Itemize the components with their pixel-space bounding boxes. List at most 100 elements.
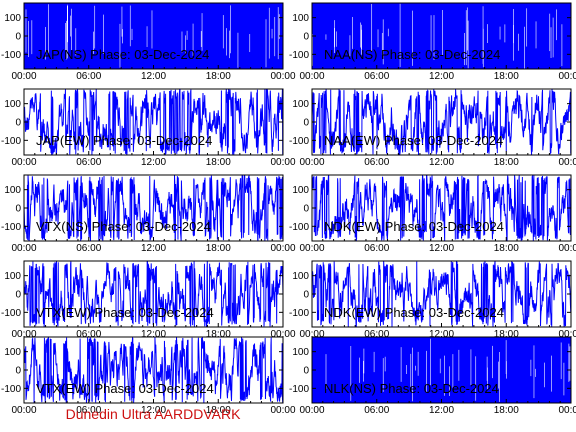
y-tick-label: 100	[292, 13, 309, 24]
x-tick-label: 18:00	[206, 405, 231, 416]
y-tick-label: -100	[1, 308, 21, 319]
y-tick-label: -100	[289, 50, 309, 61]
panel-title: JAP(EW) Phase: 03-Dec-2024	[36, 133, 212, 148]
x-tick-label: 00:00	[558, 329, 576, 340]
y-tick-label: -100	[1, 136, 21, 147]
x-tick-label: 12:00	[429, 157, 454, 168]
y-tick-label: -100	[289, 136, 309, 147]
x-tick-label: 18:00	[494, 157, 519, 168]
x-tick-label: 06:00	[76, 329, 101, 340]
y-tick-label: 0	[303, 204, 309, 215]
phase-signal-fill	[312, 337, 571, 403]
x-tick-label: 12:00	[429, 71, 454, 82]
panel-title: NAA(EW) Phase: 03-Dec-2024	[324, 133, 503, 148]
x-tick-label: 18:00	[206, 329, 231, 340]
y-tick-label: 0	[15, 366, 21, 377]
y-tick-label: -100	[1, 384, 21, 395]
y-tick-label: 100	[4, 271, 21, 282]
x-tick-label: 18:00	[206, 157, 231, 168]
x-tick-label: 00:00	[11, 71, 36, 82]
footer-caption: Dunedin Ultra AARDDVARK	[66, 406, 241, 422]
x-tick-label: 00:00	[11, 243, 36, 254]
y-tick-label: -100	[1, 50, 21, 61]
x-tick-label: 18:00	[206, 243, 231, 254]
panel-title: JAP(NS) Phase: 03-Dec-2024	[36, 47, 209, 62]
x-tick-label: 12:00	[141, 243, 166, 254]
y-tick-label: 100	[292, 99, 309, 110]
x-tick-label: 00:00	[11, 405, 36, 416]
x-tick-label: 06:00	[76, 243, 101, 254]
x-tick-label: 00:00	[558, 71, 576, 82]
y-tick-label: 0	[15, 290, 21, 301]
x-tick-label: 06:00	[364, 405, 389, 416]
panel-title: VTX(EW) Phase: 03-Dec-2024	[36, 305, 214, 320]
x-tick-label: 12:00	[141, 71, 166, 82]
x-tick-label: 00:00	[299, 157, 324, 168]
panel-title: VTX(NS) Phase: 03-Dec-2024	[36, 219, 211, 234]
x-tick-label: 00:00	[270, 157, 295, 168]
x-tick-label: 18:00	[206, 71, 231, 82]
phase-signal-trace	[24, 261, 283, 327]
x-tick-label: 06:00	[364, 71, 389, 82]
x-tick-label: 00:00	[270, 329, 295, 340]
y-tick-label: 100	[292, 185, 309, 196]
x-tick-label: 00:00	[299, 71, 324, 82]
phase-signal-trace	[24, 337, 283, 403]
y-tick-label: -100	[289, 308, 309, 319]
phase-panel: 1000-10000:0006:0012:0018:0000:00NLK(NS)…	[289, 336, 576, 416]
x-tick-label: 06:00	[76, 71, 101, 82]
panel-title: NLK(NS) Phase: 03-Dec-2024	[324, 381, 499, 396]
y-tick-label: 0	[303, 290, 309, 301]
phase-panel: 1000-10000:0006:0012:0018:0000:00NDK(EW)…	[289, 260, 576, 340]
phase-signal-trace	[24, 175, 283, 241]
panel-title: NDK(EW) Phase: 03-Dec-2024	[324, 219, 504, 234]
x-tick-label: 00:00	[299, 329, 324, 340]
x-tick-label: 00:00	[11, 157, 36, 168]
x-tick-label: 12:00	[429, 405, 454, 416]
x-tick-label: 00:00	[270, 71, 295, 82]
x-tick-label: 12:00	[141, 157, 166, 168]
y-tick-label: 100	[292, 271, 309, 282]
panel-title: NAA(NS) Phase: 03-Dec-2024	[324, 47, 500, 62]
x-tick-label: 06:00	[364, 329, 389, 340]
x-tick-label: 06:00	[364, 157, 389, 168]
y-tick-label: 0	[15, 204, 21, 215]
phase-signal-trace	[312, 175, 571, 241]
phase-panel: 1000-10000:0006:0012:0018:0000:00NAA(EW)…	[289, 88, 576, 168]
x-tick-label: 12:00	[429, 243, 454, 254]
y-tick-label: 100	[4, 185, 21, 196]
x-tick-label: 06:00	[76, 405, 101, 416]
y-tick-label: 0	[303, 366, 309, 377]
y-tick-label: -100	[289, 384, 309, 395]
x-tick-label: 12:00	[141, 329, 166, 340]
x-tick-label: 06:00	[76, 157, 101, 168]
y-tick-label: 0	[15, 32, 21, 43]
x-tick-label: 00:00	[270, 243, 295, 254]
phase-signal-trace	[24, 89, 283, 155]
x-tick-label: 00:00	[558, 405, 576, 416]
x-tick-label: 00:00	[11, 329, 36, 340]
x-tick-label: 18:00	[494, 71, 519, 82]
x-tick-label: 00:00	[299, 243, 324, 254]
y-tick-label: 0	[15, 118, 21, 129]
x-tick-label: 00:00	[558, 243, 576, 254]
y-tick-label: 100	[4, 99, 21, 110]
y-tick-label: 100	[4, 347, 21, 358]
x-tick-label: 12:00	[141, 405, 166, 416]
x-tick-label: 18:00	[494, 329, 519, 340]
phase-signal-trace	[312, 261, 571, 327]
phase-panel: 1000-10000:0006:0012:0018:0000:00NAA(NS)…	[289, 2, 576, 82]
x-tick-label: 00:00	[299, 405, 324, 416]
y-tick-label: 100	[292, 347, 309, 358]
x-tick-label: 06:00	[364, 243, 389, 254]
y-tick-label: 0	[303, 32, 309, 43]
phase-signal-trace	[312, 89, 571, 155]
x-tick-label: 00:00	[270, 405, 295, 416]
y-tick-label: 100	[4, 13, 21, 24]
